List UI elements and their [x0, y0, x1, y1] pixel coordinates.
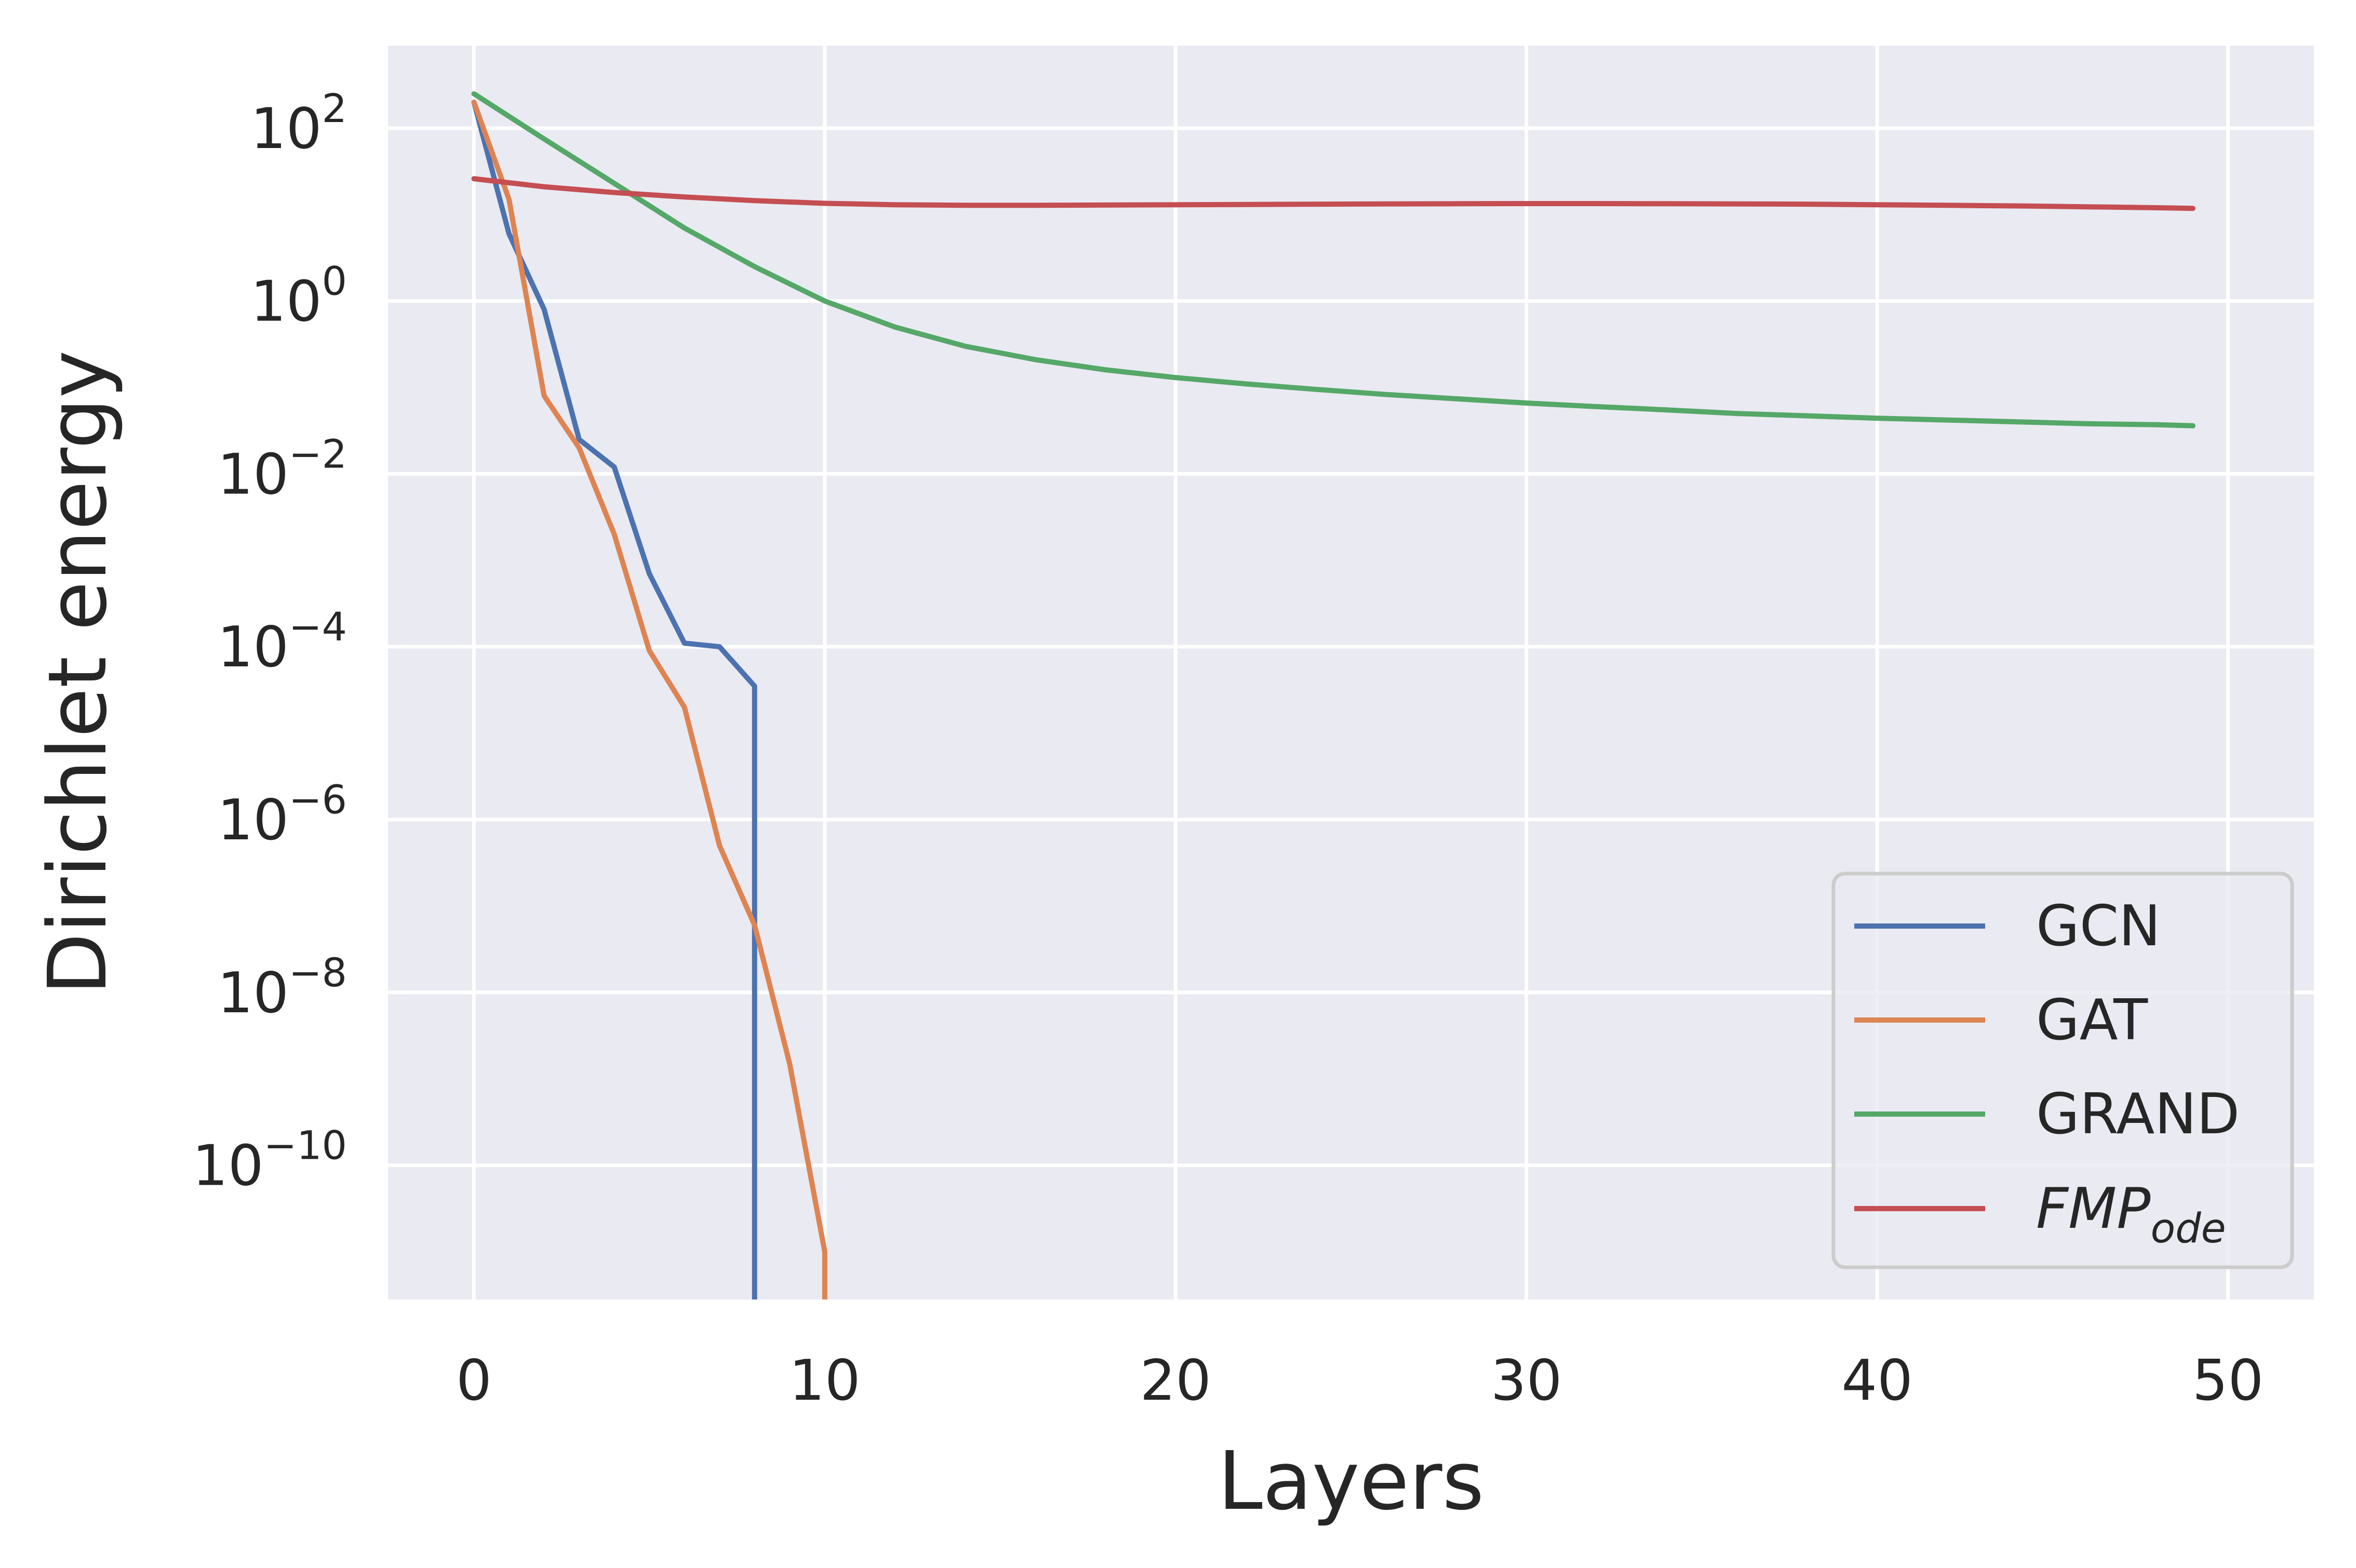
y-tick-label-3: 10−4 — [218, 604, 347, 680]
x-axis-title: Layers — [1218, 1434, 1484, 1528]
y-axis-title: Dirichlet energy — [31, 350, 125, 995]
y-tick-label-1: 100 — [250, 258, 347, 334]
x-tick-label-0: 0 — [456, 1348, 492, 1413]
legend-label-fmp: FMPode — [2036, 1176, 2226, 1252]
y-tick-base: 10 — [218, 788, 289, 853]
legend: GCN GAT GRAND FMPode — [1831, 872, 2294, 1269]
x-tick-label-5: 50 — [2192, 1348, 2264, 1413]
series-line-fmp — [471, 176, 2196, 211]
y-tick-label-4: 10−6 — [218, 776, 347, 853]
x-tick-label-2: 20 — [1140, 1348, 1211, 1413]
y-tick-base: 10 — [192, 1134, 263, 1199]
x-tick-label-3: 30 — [1491, 1348, 1562, 1413]
x-tick-labels: 0 10 20 30 40 50 — [456, 1348, 2264, 1413]
y-tick-exponent: −6 — [289, 776, 347, 823]
y-tick-exponent: −2 — [289, 431, 347, 477]
y-tick-base: 10 — [250, 97, 322, 162]
series-line-gat — [471, 99, 827, 1299]
legend-label-subscript: ode — [2150, 1205, 2226, 1252]
legend-label-gat: GAT — [2036, 988, 2148, 1053]
y-tick-label-6: 10−10 — [192, 1122, 347, 1199]
series-line-grand — [471, 91, 2196, 428]
y-tick-base: 10 — [218, 615, 289, 680]
x-tick-label-1: 10 — [789, 1348, 860, 1413]
series-line-gcn — [471, 99, 757, 1299]
y-tick-exponent: 2 — [322, 85, 347, 131]
legend-label-main: FMP — [2036, 1176, 2150, 1241]
x-tick-label-4: 40 — [1841, 1348, 1912, 1413]
y-tick-base: 10 — [250, 270, 322, 334]
series-layer — [471, 91, 2196, 1299]
y-tick-label-2: 10−2 — [218, 431, 347, 507]
y-tick-label-0: 102 — [250, 85, 347, 162]
y-tick-exponent: −4 — [289, 604, 347, 650]
legend-label-grand: GRAND — [2036, 1082, 2240, 1147]
y-tick-exponent: 0 — [322, 258, 347, 304]
y-tick-base: 10 — [218, 961, 289, 1026]
legend-label-gcn: GCN — [2036, 894, 2161, 959]
y-tick-exponent: −8 — [289, 949, 347, 996]
grid — [388, 46, 2314, 1299]
y-tick-exponent: −10 — [264, 1122, 347, 1169]
y-tick-label-5: 10−8 — [218, 949, 347, 1026]
legend-frame — [1831, 872, 2294, 1269]
y-tick-base: 10 — [218, 442, 289, 507]
